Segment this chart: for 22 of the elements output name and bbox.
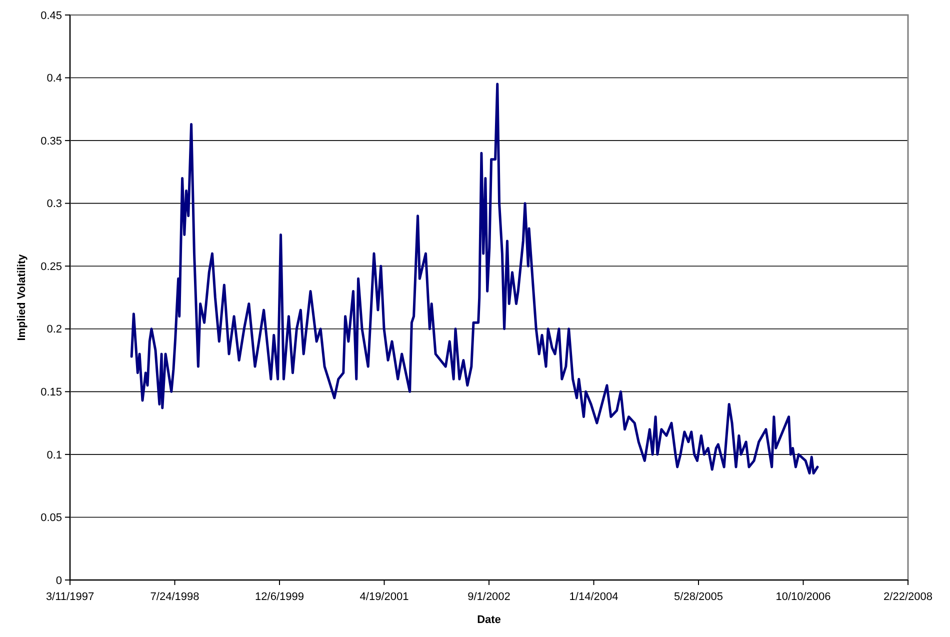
y-tick-label: 0.1: [46, 449, 62, 462]
x-tick-label: 1/14/2004: [569, 591, 618, 603]
y-tick-label: 0.3: [46, 198, 62, 210]
y-axis-title: Implied Volatility: [16, 253, 28, 341]
y-tick-label: 0.25: [40, 260, 62, 273]
y-tick-label: 0.35: [40, 135, 62, 148]
x-tick-label: 9/1/2002: [468, 591, 510, 603]
y-tick-label: 0.05: [40, 512, 62, 524]
x-axis-title: Date: [477, 614, 501, 626]
y-tick-label: 0.4: [46, 72, 62, 85]
x-tick-label: 5/28/2005: [674, 591, 723, 603]
y-tick-label: 0.15: [40, 386, 62, 399]
y-tick-label: 0.45: [40, 10, 62, 22]
y-tick-label: 0.2: [46, 324, 62, 336]
y-tick-label: 0: [56, 574, 62, 587]
x-tick-label: 4/19/2001: [360, 591, 409, 603]
x-tick-label: 7/24/1998: [150, 591, 200, 603]
x-tick-label: 3/11/1997: [46, 591, 94, 603]
x-tick-label: 10/10/2006: [776, 591, 831, 603]
x-tick-label: 2/22/2008: [884, 591, 932, 603]
x-tick-label: 12/6/1999: [255, 591, 304, 603]
line-series: [130, 82, 819, 475]
